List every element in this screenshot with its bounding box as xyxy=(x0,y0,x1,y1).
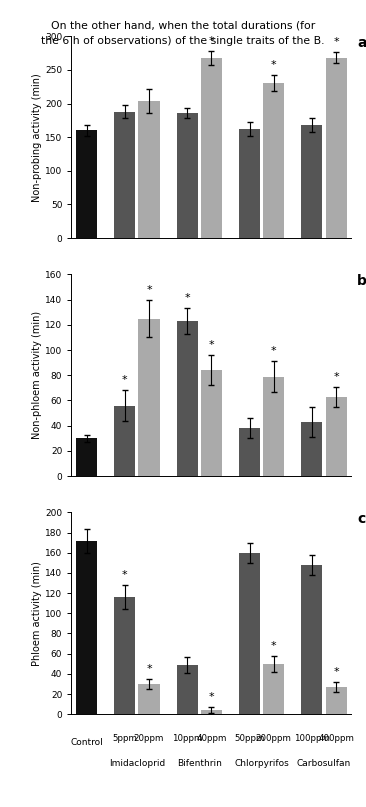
Text: 50ppm: 50ppm xyxy=(234,734,265,743)
Text: a: a xyxy=(357,36,366,50)
Text: *: * xyxy=(333,37,339,48)
Y-axis label: Non-phloem activity (min): Non-phloem activity (min) xyxy=(32,312,42,439)
Text: Chlorpyrifos: Chlorpyrifos xyxy=(234,759,289,767)
Text: Control: Control xyxy=(70,738,103,747)
Text: *: * xyxy=(271,61,277,70)
Bar xyxy=(201,710,222,714)
Bar xyxy=(76,541,97,714)
Text: *: * xyxy=(122,375,128,386)
Text: *: * xyxy=(146,285,152,295)
Text: *: * xyxy=(271,641,277,650)
Bar xyxy=(138,319,160,476)
Bar xyxy=(114,597,135,714)
Bar xyxy=(114,111,135,238)
Bar xyxy=(301,422,322,476)
Y-axis label: Phloem activity (min): Phloem activity (min) xyxy=(32,561,42,666)
Text: 100ppm: 100ppm xyxy=(294,734,330,743)
Bar xyxy=(201,370,222,476)
Bar xyxy=(76,131,97,238)
Bar xyxy=(263,377,284,476)
Text: *: * xyxy=(209,340,214,350)
Y-axis label: Non-probing activity (min): Non-probing activity (min) xyxy=(32,73,42,202)
Bar xyxy=(177,321,198,476)
Text: 5ppm: 5ppm xyxy=(112,734,137,743)
Text: *: * xyxy=(333,667,339,677)
Text: On the other hand, when the total durations (for: On the other hand, when the total durati… xyxy=(51,20,315,30)
Text: 20ppm: 20ppm xyxy=(134,734,164,743)
Bar xyxy=(301,565,322,714)
Text: 400ppm: 400ppm xyxy=(318,734,354,743)
Text: *: * xyxy=(333,371,339,382)
Bar xyxy=(138,101,160,238)
Bar xyxy=(138,684,160,714)
Bar xyxy=(239,129,260,238)
Text: Imidacloprid: Imidacloprid xyxy=(109,759,165,767)
Bar xyxy=(201,58,222,238)
Bar xyxy=(76,438,97,476)
Bar xyxy=(326,687,347,714)
Bar xyxy=(263,83,284,238)
Text: *: * xyxy=(209,692,214,702)
Bar xyxy=(177,113,198,238)
Text: c: c xyxy=(357,512,365,526)
Bar xyxy=(263,663,284,714)
Bar xyxy=(239,429,260,476)
Text: *: * xyxy=(184,294,190,303)
Text: 10ppm: 10ppm xyxy=(172,734,202,743)
Text: *: * xyxy=(122,570,128,580)
Bar xyxy=(177,665,198,714)
Text: Carbosulfan: Carbosulfan xyxy=(297,759,351,767)
Text: Bifenthrin: Bifenthrin xyxy=(177,759,222,767)
Bar xyxy=(114,406,135,476)
Bar xyxy=(326,58,347,238)
Text: b: b xyxy=(357,274,366,288)
Bar xyxy=(326,397,347,476)
Text: *: * xyxy=(271,346,277,357)
Bar xyxy=(301,125,322,238)
Text: 40ppm: 40ppm xyxy=(196,734,227,743)
Text: the 6 h of observations) of the single traits of the B.: the 6 h of observations) of the single t… xyxy=(41,36,325,46)
Bar xyxy=(239,553,260,714)
Text: *: * xyxy=(146,664,152,674)
Text: 200ppm: 200ppm xyxy=(256,734,292,743)
Text: *: * xyxy=(209,36,214,46)
